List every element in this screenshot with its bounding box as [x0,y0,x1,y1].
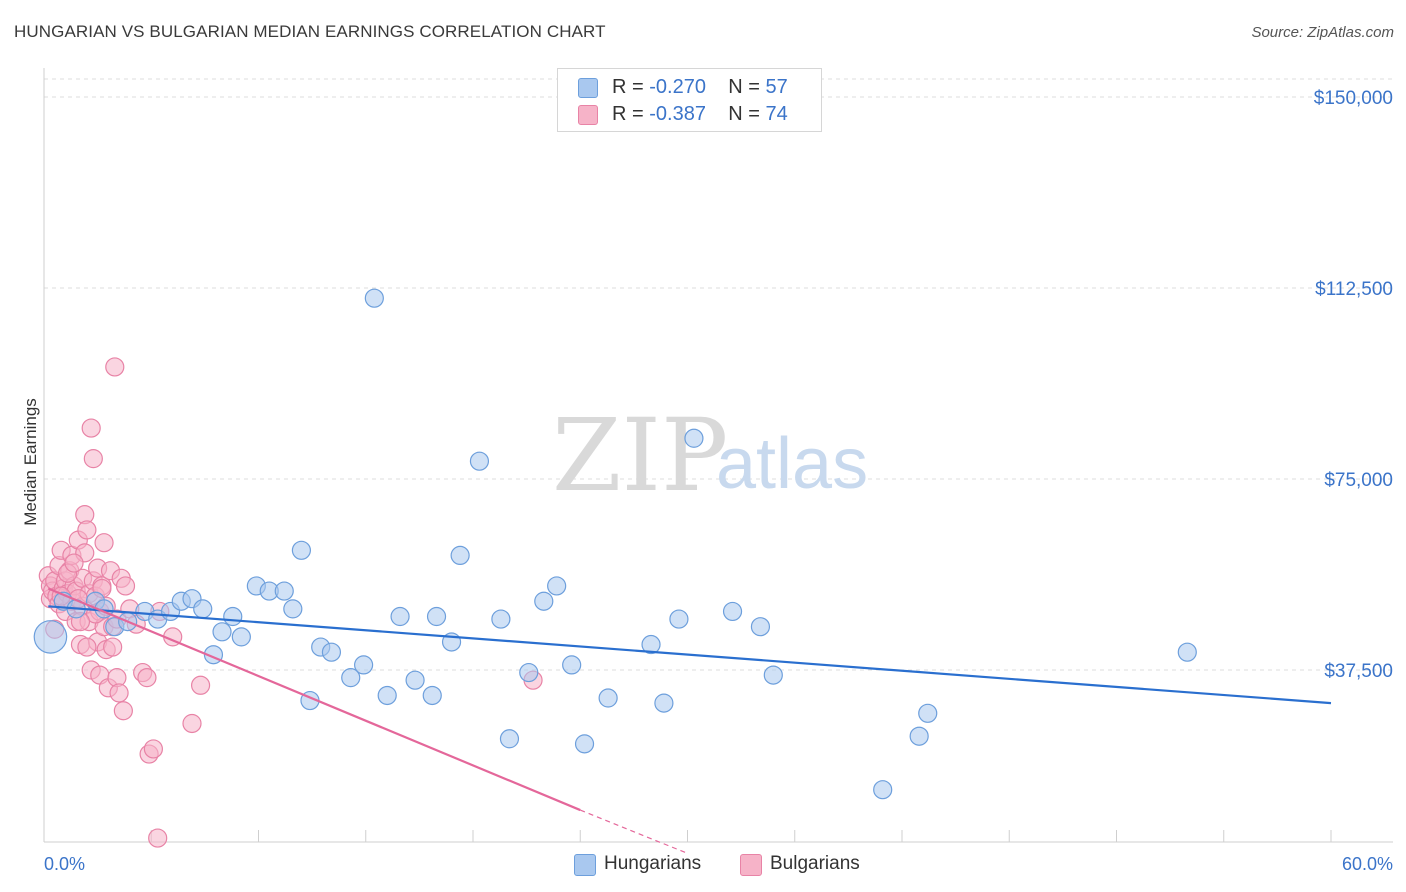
hungarians-point [641,634,661,655]
hungarians-points [33,288,1197,800]
hungarians-point [223,606,243,627]
hungarians-point [291,540,311,560]
bulgarians-point [148,828,168,848]
bulgarians-trend-line [47,587,581,812]
hungarians-point [469,451,490,471]
hungarians-point [341,668,361,688]
bulgarians-point [83,449,103,469]
bulgarians-point [103,637,123,657]
hungarians-legend-swatch [574,854,596,876]
hungarians-point [274,581,294,601]
bulgarians-point [77,637,97,657]
bulgarians-swatch [578,105,598,125]
hungarians-point [450,545,470,566]
hungarians-point [283,599,303,619]
bulgarians-point [105,357,125,377]
x-tick-label-min: 0.0% [44,854,85,874]
hungarians-point [909,726,929,746]
hungarians-point [193,599,213,619]
y-tick-labels: $37,500 $75,000 $112,500 $150,000 [1314,88,1393,682]
source-credit: Source: ZipAtlas.com [1251,24,1394,41]
trend-lines [47,587,1332,854]
hungarians-point [212,622,232,642]
hungarians-point [547,576,567,596]
hungarians-point [426,606,447,627]
hungarians-point [422,685,442,706]
bulgarians-point [109,683,129,703]
bulgarians-point [77,520,97,540]
hungarians-point [763,665,783,685]
watermark-zip: ZIP [552,397,728,514]
hungarians-point [684,428,704,448]
bulgarians-legend-swatch [740,854,762,876]
y-tick-label-1: $75,000 [1324,470,1393,491]
hungarians-point [722,601,743,622]
hungarians-point [918,703,938,723]
hungarians-point [534,591,554,611]
y-tick-label-2: $112,500 [1315,279,1393,300]
hungarians-point [519,662,539,683]
bulgarians-point [182,713,202,734]
hungarians-point [33,620,68,654]
hungarians-point [405,670,425,690]
chart-title: HUNGARIAN VS BULGARIAN MEDIAN EARNINGS C… [14,22,606,41]
hungarians-point [377,685,397,706]
hungarians-point [321,642,342,662]
bulgarians-point [190,675,211,695]
bulgarians-point [137,668,157,688]
hungarians-trend-line [48,605,1332,705]
hungarians-legend-label: Hungarians [604,853,702,874]
x-tick-label-max: 60.0% [1342,854,1393,874]
bulgarians-point [81,418,101,438]
bulgarians-point [113,701,133,721]
bulgarians-point [143,739,163,759]
y-tick-label-0: $37,500 [1324,661,1393,682]
hungarians-point [562,655,582,675]
hungarians-point [354,655,374,675]
y-axis-label: Median Earnings [21,398,40,526]
hungarians-swatch [578,78,598,98]
hungarians-point [390,606,410,627]
hungarians-point [364,288,384,308]
legend-text-bulgarians: R = -0.387 N = 74 [612,103,788,125]
correlation-legend: R = -0.270 N = 57 R = -0.387 N = 74 [557,68,822,132]
hungarians-point [499,729,520,749]
hungarians-point [654,693,674,713]
grid-lines [44,78,1393,671]
hungarians-point [574,734,595,754]
hungarians-point [873,780,893,800]
watermark: ZIP atlas [552,397,868,514]
hungarians-point [669,609,689,629]
hungarians-point [491,609,511,629]
hungarians-point [750,617,771,637]
bulgarians-legend-label: Bulgarians [770,853,860,874]
bulgarians-point [64,553,84,573]
hungarians-point [231,627,251,647]
bulgarians-point [94,533,114,553]
y-tick-label-3: $150,000 [1314,88,1393,109]
legend-text-hungarians: R = -0.270 N = 57 [612,76,788,98]
bulgarians-trend-extension [580,809,688,854]
hungarians-point [598,688,618,708]
bulgarians-point [115,576,136,596]
watermark-atlas: atlas [716,424,868,504]
hungarians-point [1177,642,1197,662]
axes [43,68,1393,843]
